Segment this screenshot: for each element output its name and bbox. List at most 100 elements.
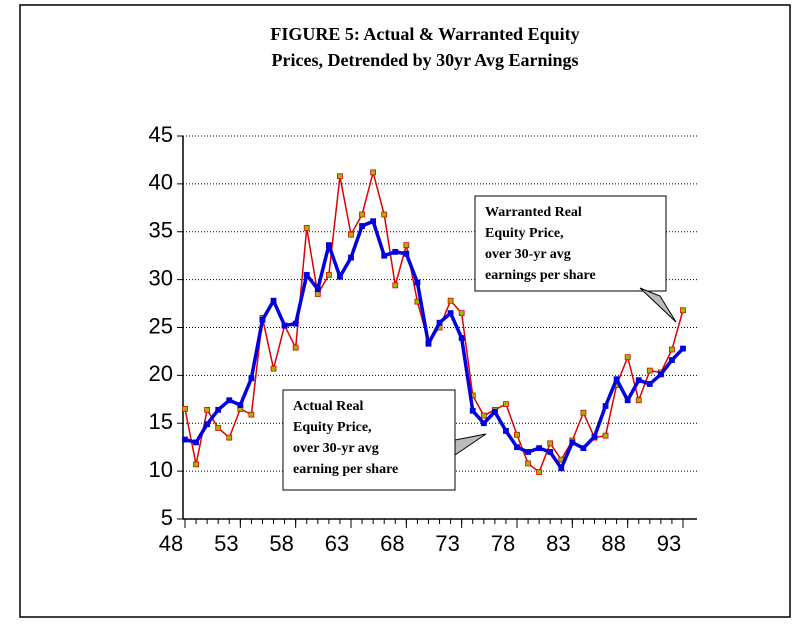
marker: [525, 449, 531, 455]
x-tick-label: 48: [159, 531, 183, 556]
x-tick-label: 53: [214, 531, 238, 556]
marker: [613, 376, 620, 383]
marker: [303, 225, 310, 231]
marker: [281, 322, 288, 329]
marker: [248, 411, 255, 418]
x-tick-label: 63: [325, 531, 349, 556]
y-tick-label: 40: [149, 170, 173, 195]
marker: [458, 335, 465, 341]
chart-title: Prices, Detrended by 30yr Avg Earnings: [272, 50, 579, 70]
marker: [370, 218, 377, 225]
marker: [503, 401, 509, 408]
marker: [314, 291, 321, 297]
marker: [503, 428, 509, 434]
marker: [359, 223, 365, 229]
marker: [458, 310, 465, 317]
y-tick-label: 45: [149, 122, 173, 147]
marker: [657, 371, 664, 378]
marker: [403, 250, 410, 257]
marker: [182, 436, 188, 443]
y-tick-label: 35: [149, 218, 173, 243]
marker: [337, 173, 343, 180]
x-tick-label: 88: [601, 531, 625, 556]
marker: [514, 444, 520, 451]
marker: [425, 340, 432, 347]
x-tick-label: 73: [435, 531, 459, 556]
marker: [381, 252, 388, 259]
marker: [480, 420, 487, 427]
marker: [392, 282, 399, 289]
marker: [359, 211, 365, 218]
annotation-text: Warranted Real: [485, 205, 582, 220]
marker: [348, 231, 354, 238]
marker: [259, 316, 266, 323]
marker: [591, 433, 598, 440]
marker: [547, 449, 554, 455]
marker: [215, 425, 222, 431]
y-tick-label: 20: [149, 361, 173, 386]
marker: [314, 286, 321, 293]
y-tick-label: 10: [149, 457, 173, 482]
marker: [325, 242, 332, 249]
marker: [436, 319, 443, 326]
marker: [447, 297, 454, 304]
annotation-text: Actual Real: [293, 399, 363, 414]
marker: [237, 402, 244, 408]
marker: [193, 439, 199, 446]
marker: [381, 211, 388, 218]
marker: [558, 465, 565, 472]
marker: [414, 279, 421, 286]
marker: [646, 381, 653, 387]
marker: [337, 273, 343, 280]
marker: [303, 271, 310, 278]
y-tick-label: 30: [149, 265, 173, 290]
marker: [680, 307, 686, 314]
marker: [514, 431, 520, 438]
y-tick-label: 5: [161, 505, 173, 530]
annotation-text: earning per share: [293, 462, 398, 477]
marker: [635, 397, 642, 404]
marker: [680, 345, 686, 352]
annotation-box: [474, 195, 667, 292]
marker: [669, 357, 675, 363]
y-tick-label: 15: [149, 409, 173, 434]
marker: [270, 365, 277, 372]
marker: [204, 421, 211, 428]
marker: [370, 169, 377, 176]
marker: [325, 271, 332, 278]
marker: [392, 248, 399, 255]
marker: [480, 412, 487, 419]
marker: [624, 397, 631, 404]
marker: [536, 469, 543, 475]
annotation-text: Equity Price,: [485, 226, 564, 241]
marker: [491, 408, 498, 415]
marker: [226, 434, 233, 441]
marker: [292, 344, 299, 351]
x-tick-label: 58: [269, 531, 293, 556]
marker: [624, 354, 631, 361]
marker: [469, 407, 476, 414]
annotation-arrow: [639, 287, 677, 323]
marker: [403, 242, 410, 249]
marker: [646, 367, 653, 374]
annotation-text: earnings per share: [485, 268, 596, 283]
marker: [193, 461, 199, 468]
marker: [204, 406, 211, 413]
marker: [580, 445, 587, 452]
marker: [580, 409, 587, 416]
marker: [525, 460, 531, 467]
annotation-arrow: [454, 433, 487, 456]
annotation-text: over 30-yr avg: [293, 441, 379, 456]
x-tick-label: 83: [546, 531, 570, 556]
x-tick-label: 68: [380, 531, 404, 556]
x-tick-label: 93: [657, 531, 681, 556]
marker: [547, 440, 554, 447]
marker: [635, 377, 642, 384]
marker: [536, 445, 543, 452]
marker: [292, 320, 299, 327]
marker: [215, 406, 222, 413]
marker: [602, 403, 609, 409]
marker: [226, 397, 233, 404]
annotation-text: over 30-yr avg: [485, 247, 571, 262]
marker: [348, 254, 354, 261]
